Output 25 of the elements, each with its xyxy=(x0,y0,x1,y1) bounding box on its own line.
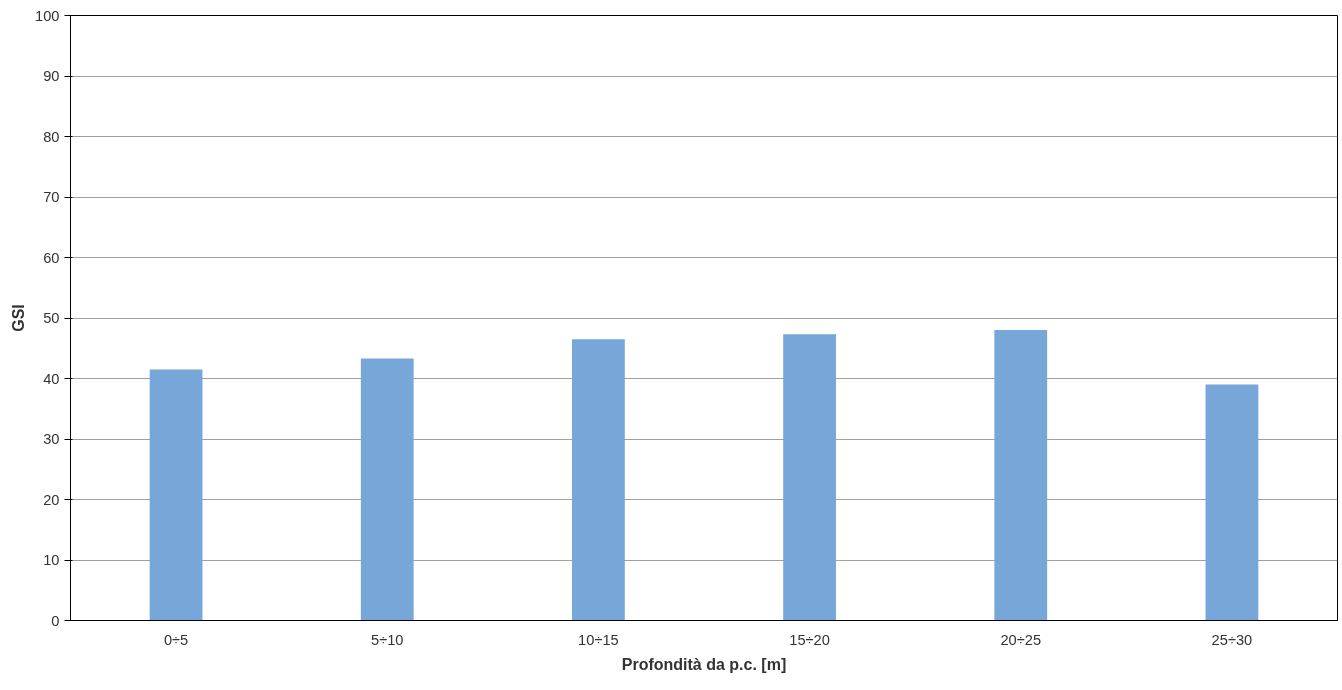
bar xyxy=(783,334,836,621)
y-tick-label: 40 xyxy=(43,370,60,387)
x-axis-title: Profondità da p.c. [m] xyxy=(621,655,787,673)
bar xyxy=(572,339,625,621)
x-tick-label: 25÷30 xyxy=(1211,631,1253,648)
y-axis-title: GSI xyxy=(10,304,28,332)
y-tick-label: 70 xyxy=(43,189,60,205)
x-tick-label: 0÷5 xyxy=(163,631,189,648)
y-tick-label: 50 xyxy=(43,310,60,326)
bar xyxy=(149,369,203,621)
bar xyxy=(360,358,414,621)
bar xyxy=(994,330,1048,621)
y-tick-label: 20 xyxy=(43,491,60,508)
x-tick-label: 5÷10 xyxy=(371,631,404,648)
y-tick-label: 80 xyxy=(43,128,60,145)
y-tick-label: 10 xyxy=(43,552,60,568)
x-tick-label: 20÷25 xyxy=(1000,631,1042,648)
x-tick-label: 10÷15 xyxy=(578,631,619,648)
y-tick-label: 100 xyxy=(35,7,60,24)
y-tick-label: 0 xyxy=(51,612,60,629)
x-tick-label: 15÷20 xyxy=(789,631,830,648)
y-tick-label: 60 xyxy=(43,249,60,266)
y-tick-label: 30 xyxy=(43,431,60,447)
bar xyxy=(1205,384,1259,621)
y-tick-label: 90 xyxy=(43,68,60,84)
